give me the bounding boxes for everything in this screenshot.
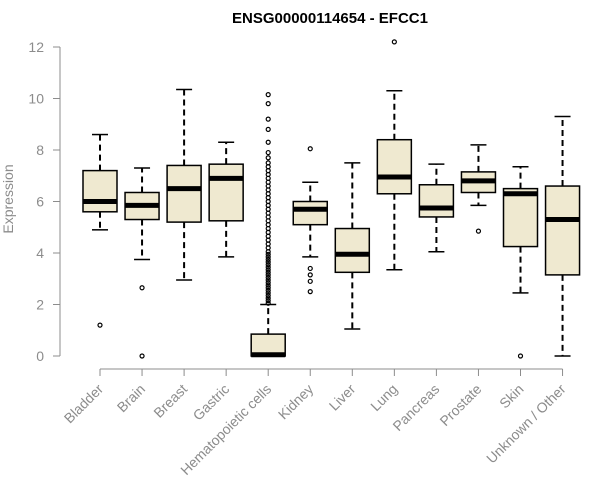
iqr-box: [166, 164, 202, 223]
box-group: [82, 133, 118, 328]
outlier-point: [265, 295, 271, 301]
iqr-box: [292, 200, 328, 226]
outlier-point: [265, 298, 271, 304]
box-group: [418, 163, 455, 253]
x-tick-label: Brain: [114, 381, 148, 415]
outlier-point: [307, 265, 313, 272]
outlier-point: [265, 274, 271, 281]
outlier-point: [265, 280, 271, 286]
y-tick-label: 4: [36, 245, 44, 261]
chart-title: ENSG00000114654 - EFCC1: [232, 10, 428, 27]
x-tick-label: Liver: [326, 381, 359, 414]
outlier-point: [307, 278, 313, 284]
outlier-point: [265, 160, 271, 166]
x-tick-label: Unknown / Other: [483, 381, 569, 467]
box-group: [250, 92, 286, 358]
outlier-point: [265, 287, 271, 293]
x-tick-label: Skin: [496, 381, 527, 412]
outlier-point: [265, 116, 271, 122]
y-tick-label: 0: [36, 348, 44, 364]
outlier-point: [265, 277, 271, 283]
y-tick-label: 10: [28, 91, 44, 107]
x-tick-label: Prostate: [436, 381, 484, 429]
box-group: [544, 115, 581, 357]
y-tick-label: 2: [36, 297, 44, 313]
box-group: [124, 167, 160, 359]
outlier-point: [265, 272, 271, 278]
outlier-point: [265, 149, 271, 156]
x-tick-label: Kidney: [275, 381, 317, 423]
outlier-point: [265, 254, 271, 260]
outlier-point: [265, 259, 271, 265]
y-tick-label: 12: [28, 39, 44, 55]
outlier-point: [265, 256, 271, 263]
x-tick-label: Breast: [150, 381, 190, 421]
outlier-point: [517, 353, 524, 359]
iqr-box: [376, 138, 413, 195]
box-group: [502, 165, 539, 359]
outlier-point: [265, 101, 271, 107]
box-group: [166, 88, 202, 281]
outlier-point: [265, 269, 271, 275]
outlier-point: [265, 92, 271, 98]
outlier-point: [265, 264, 271, 270]
outlier-point: [265, 155, 271, 161]
y-tick-label: 8: [36, 142, 44, 158]
iqr-box: [544, 185, 581, 276]
outlier-point: [265, 290, 271, 296]
outlier-point: [265, 285, 271, 291]
x-tick-label: Pancreas: [389, 381, 442, 434]
outlier-point: [97, 322, 103, 328]
box-group: [460, 144, 497, 234]
outlier-point: [307, 272, 313, 278]
outlier-point: [391, 39, 397, 45]
outlier-point: [265, 139, 271, 145]
iqr-box: [502, 187, 539, 248]
box-group: [292, 146, 328, 295]
outlier-point: [307, 289, 313, 295]
outlier-point: [139, 285, 145, 291]
iqr-box: [334, 227, 371, 274]
outlier-point: [265, 261, 271, 268]
plot-area: [82, 39, 581, 359]
x-tick-label: Bladder: [61, 381, 107, 427]
box-group: [208, 141, 244, 258]
box-group: [376, 39, 413, 271]
y-axis-label: Expression: [0, 164, 16, 233]
x-tick-label: Lung: [367, 381, 400, 414]
y-tick-label: 6: [36, 194, 44, 210]
outlier-point: [307, 146, 313, 152]
outlier-point: [265, 282, 271, 288]
box-group: [334, 162, 371, 330]
iqr-box: [208, 163, 244, 222]
iqr-box: [82, 169, 118, 213]
outlier-point: [265, 251, 271, 257]
outlier-point: [265, 126, 271, 132]
outlier-point: [139, 353, 145, 359]
outlier-point: [265, 300, 271, 306]
outlier-point: [475, 228, 482, 234]
outlier-point: [265, 267, 271, 273]
iqr-box: [418, 184, 455, 218]
outlier-point: [265, 292, 271, 299]
